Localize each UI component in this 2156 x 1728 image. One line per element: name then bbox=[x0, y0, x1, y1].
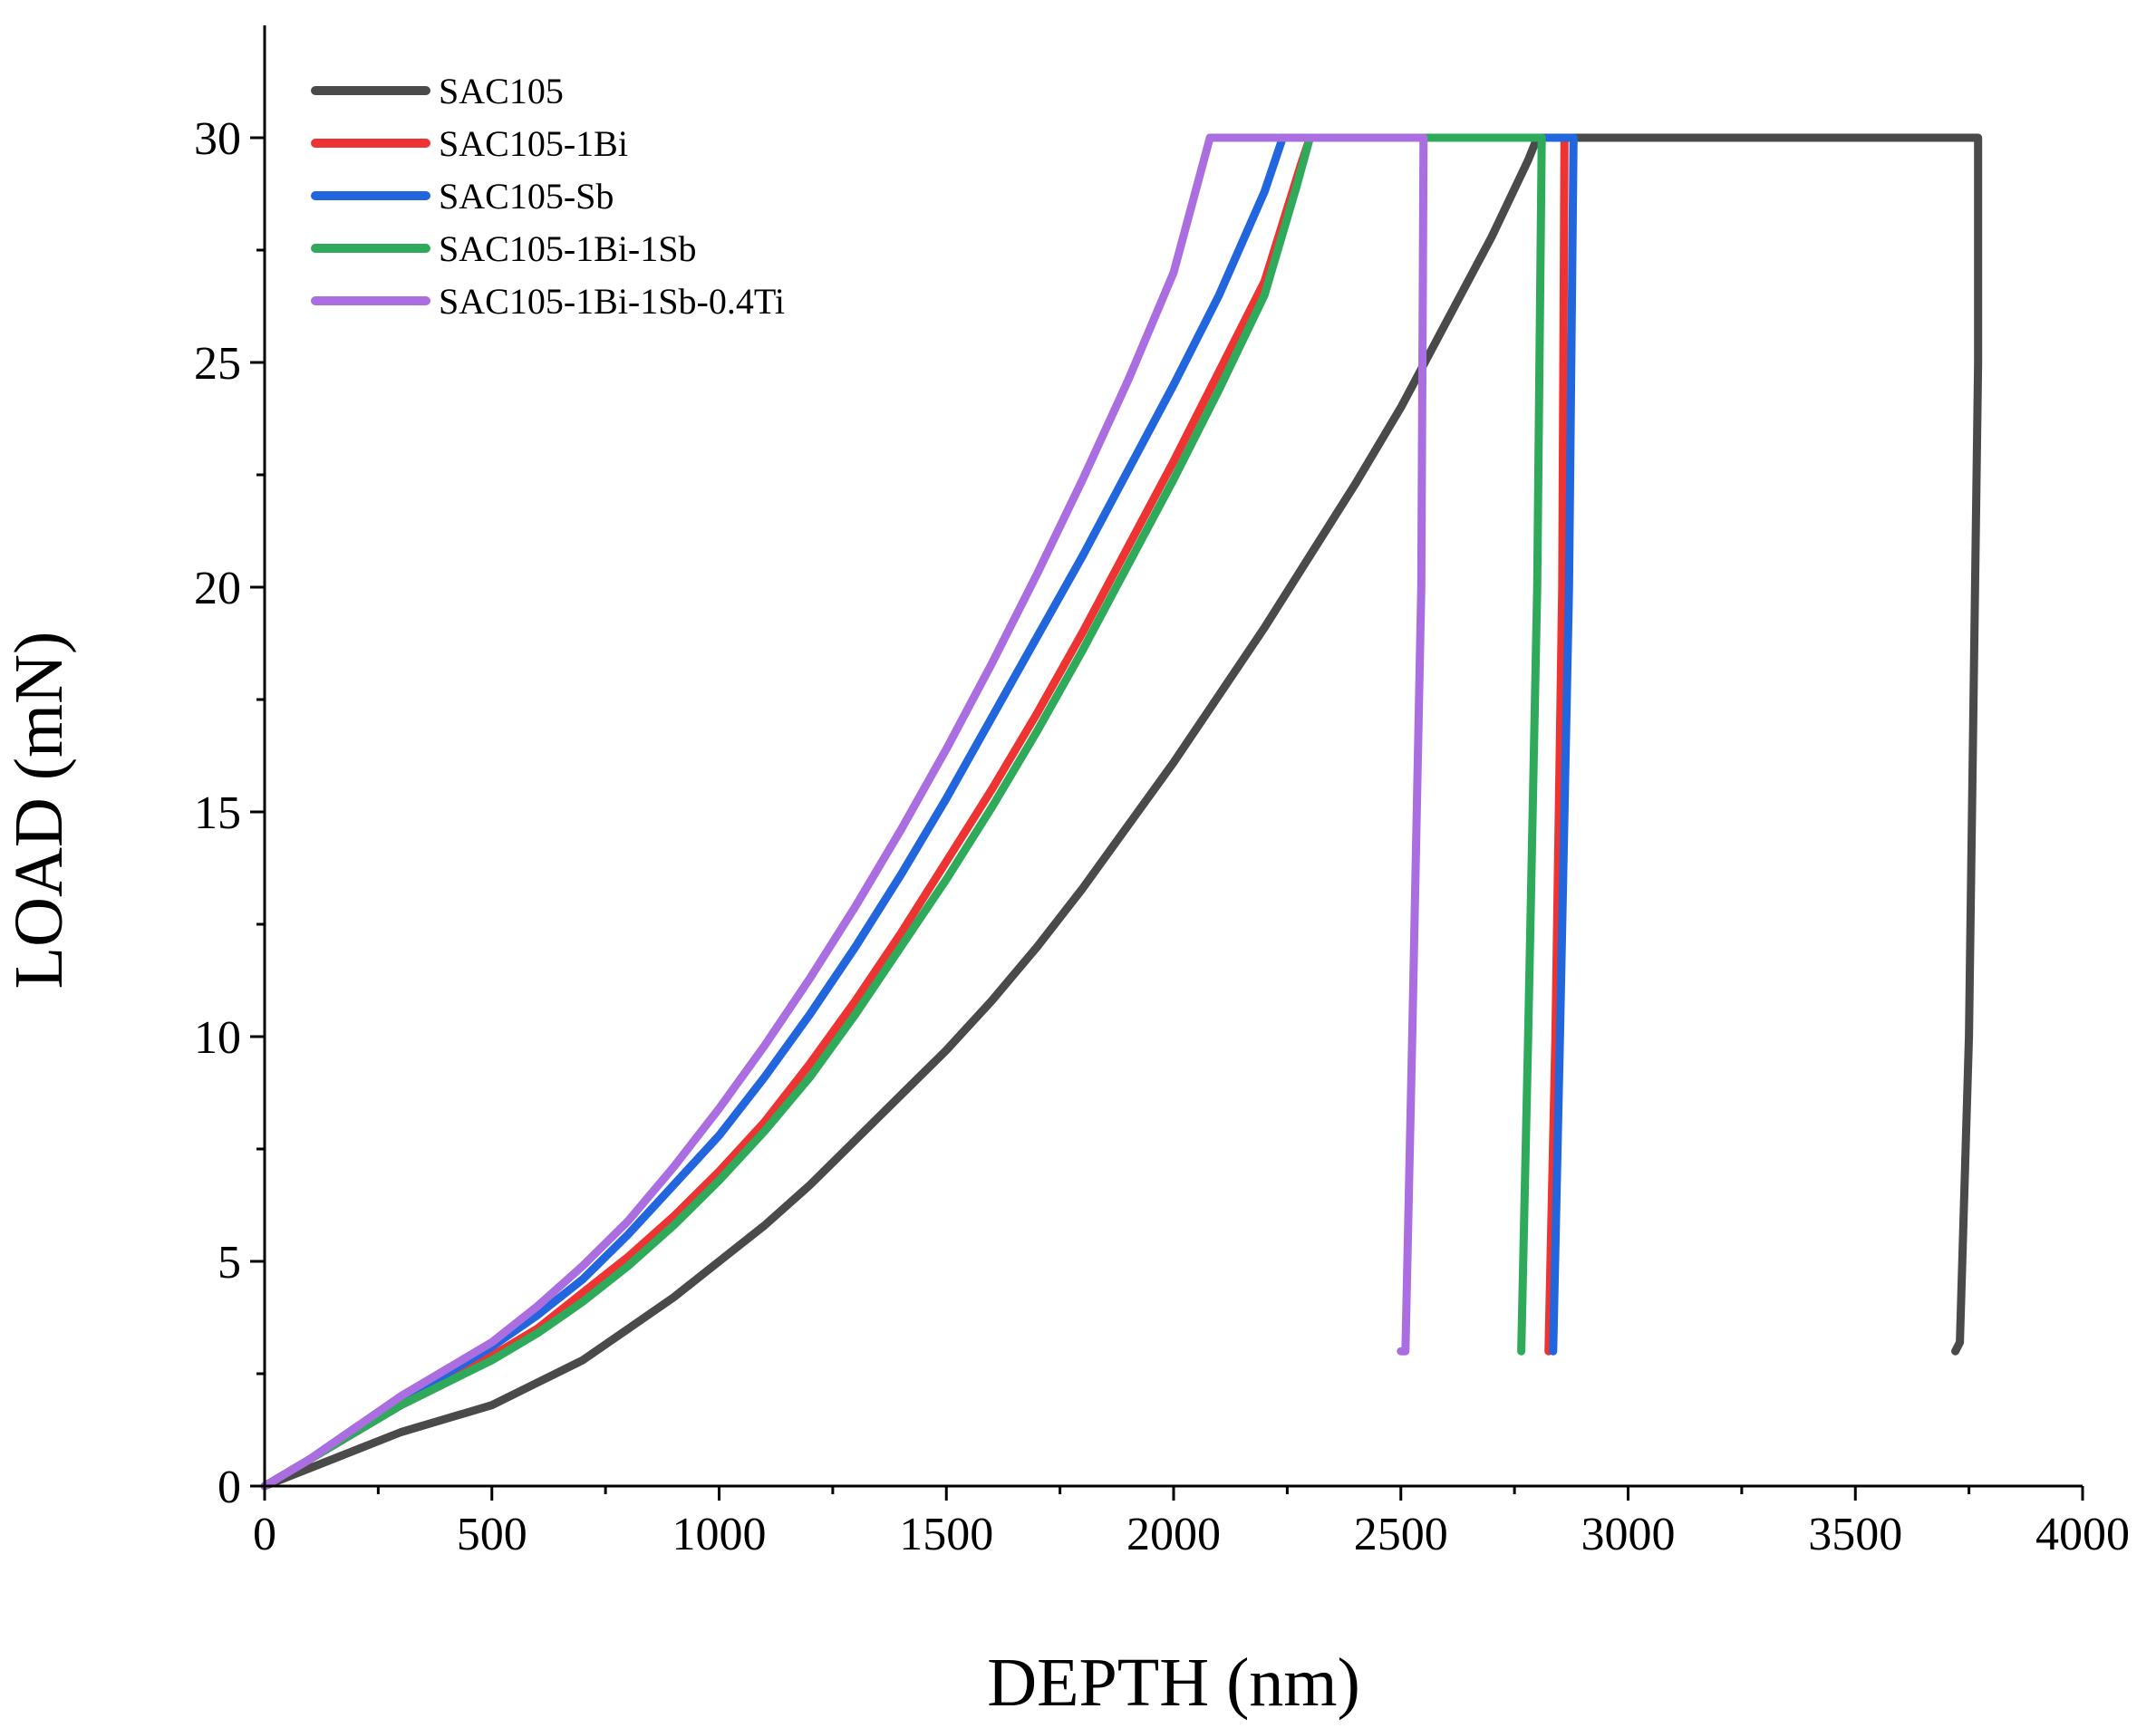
x-tick-label: 2500 bbox=[1354, 1509, 1448, 1560]
x-tick-label: 500 bbox=[457, 1509, 527, 1560]
x-tick-label: 3500 bbox=[1808, 1509, 1902, 1560]
x-tick-label: 3000 bbox=[1581, 1509, 1676, 1560]
series-line-3 bbox=[260, 133, 1578, 1491]
legend-label: SAC105 bbox=[439, 71, 564, 111]
y-tick-label: 25 bbox=[194, 338, 241, 390]
x-tick-label: 2000 bbox=[1126, 1509, 1221, 1560]
legend: SAC105 SAC105-1Bi SAC105-Sb SAC105-1Bi-1Sb S… bbox=[311, 71, 785, 322]
y-tick-label: 20 bbox=[194, 563, 241, 614]
y-tick-label: 30 bbox=[194, 113, 241, 165]
y-tick-label: 10 bbox=[194, 1012, 241, 1064]
x-tick-label: 4000 bbox=[2035, 1509, 2130, 1560]
x-axis-title: DEPTH (nm) bbox=[987, 1645, 1360, 1721]
legend-label: SAC105-1Bi-1Sb bbox=[439, 228, 697, 269]
series-line-5 bbox=[260, 133, 1428, 1491]
y-tick-label: 15 bbox=[194, 787, 241, 839]
y-tick-label: 0 bbox=[218, 1462, 241, 1513]
legend-label: SAC105-Sb bbox=[439, 176, 614, 217]
series-line-1 bbox=[260, 133, 1983, 1491]
plot-lines bbox=[260, 133, 1983, 1491]
x-tick-label: 1500 bbox=[899, 1509, 993, 1560]
x-tick-label: 1000 bbox=[672, 1509, 767, 1560]
y-tick-label: 5 bbox=[218, 1237, 241, 1289]
legend-label: SAC105-1Bi bbox=[439, 123, 628, 164]
legend-label: SAC105-1Bi-1Sb-0.4Ti bbox=[439, 281, 785, 322]
series-line-4 bbox=[260, 133, 1546, 1491]
ticks: 0 500 1000 1500 2000 2500 3000 3500 4000 0 5 10 15 20… bbox=[194, 113, 2130, 1560]
y-axis-title: LOAD (mN) bbox=[1, 632, 77, 989]
x-tick-label: 0 bbox=[253, 1509, 276, 1560]
